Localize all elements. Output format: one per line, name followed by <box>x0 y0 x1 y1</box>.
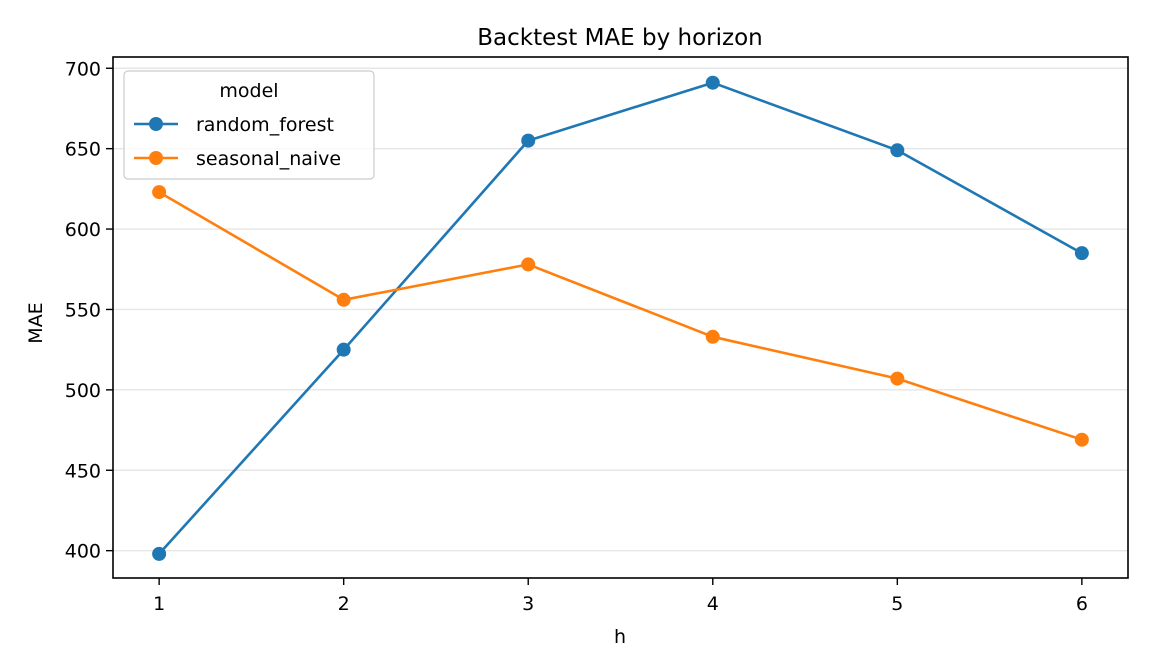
legend: model random_forest seasonal_naive <box>123 70 375 180</box>
x-tick-label: 2 <box>338 593 350 615</box>
data-point-seasonal-naive <box>336 292 351 307</box>
series-line-random-forest <box>158 81 1083 555</box>
x-tick-label: 4 <box>707 593 719 615</box>
x-tick-label: 5 <box>891 593 903 615</box>
x-tick-label: 1 <box>153 593 165 615</box>
data-point-seasonal-naive <box>521 257 536 272</box>
y-tick-label: 600 <box>65 219 101 241</box>
y-axis-label: MAE <box>25 302 47 343</box>
data-point-random-forest <box>1074 246 1089 261</box>
y-axis-ticks: 400 450 500 550 600 650 700 <box>65 58 113 563</box>
data-point-seasonal-naive <box>152 185 167 200</box>
legend-marker-seasonal-naive <box>149 151 163 165</box>
data-point-random-forest <box>521 133 536 148</box>
data-point-random-forest <box>336 342 351 357</box>
plot-frame <box>112 56 1129 579</box>
legend-entry-seasonal-naive: seasonal_naive <box>134 148 341 170</box>
series-seasonal-naive <box>152 185 1089 447</box>
data-point-seasonal-naive <box>1074 432 1089 447</box>
data-point-random-forest <box>705 75 720 90</box>
legend-entry-random-forest: random_forest <box>134 114 334 136</box>
y-tick-label: 550 <box>65 299 101 321</box>
data-point-random-forest <box>152 546 167 561</box>
legend-label-seasonal-naive: seasonal_naive <box>196 148 341 170</box>
y-tick-label: 650 <box>65 139 101 161</box>
legend-title: model <box>219 80 278 102</box>
data-point-seasonal-naive <box>890 371 905 386</box>
data-point-random-forest <box>890 143 905 158</box>
legend-entries: random_forest seasonal_naive <box>134 114 341 170</box>
data-point-seasonal-naive <box>705 329 720 344</box>
y-tick-label: 400 <box>65 541 101 563</box>
y-tick-label: 450 <box>65 460 101 482</box>
series-line-seasonal-naive <box>158 190 1083 441</box>
x-tick-label: 6 <box>1076 593 1088 615</box>
series-random-forest <box>152 75 1089 561</box>
legend-label-random-forest: random_forest <box>196 114 334 136</box>
y-tick-label: 500 <box>65 380 101 402</box>
x-axis-label: h <box>614 626 626 648</box>
series-layer <box>152 75 1089 561</box>
x-tick-label: 3 <box>522 593 534 615</box>
x-axis-ticks: 1 2 3 4 5 6 <box>153 578 1088 615</box>
chart-title: Backtest MAE by horizon <box>477 25 762 51</box>
legend-marker-random-forest <box>149 117 163 131</box>
legend-box <box>123 70 375 180</box>
y-tick-label: 700 <box>65 58 101 80</box>
